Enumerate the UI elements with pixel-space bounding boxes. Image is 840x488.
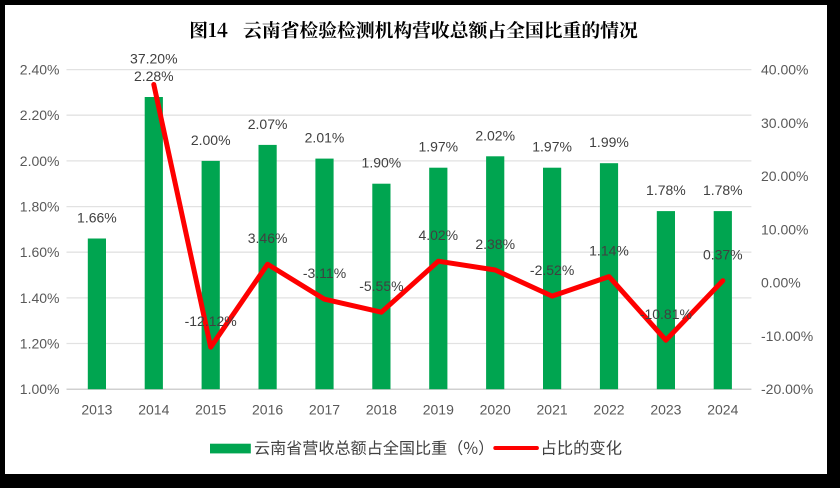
svg-text:2021: 2021 bbox=[537, 402, 568, 418]
svg-text:2.01%: 2.01% bbox=[305, 130, 345, 146]
svg-text:2.02%: 2.02% bbox=[475, 127, 515, 143]
svg-text:1.66%: 1.66% bbox=[77, 210, 117, 226]
svg-text:-5.55%: -5.55% bbox=[359, 278, 403, 294]
svg-text:2.20%: 2.20% bbox=[20, 107, 60, 123]
svg-text:-10.00%: -10.00% bbox=[761, 328, 813, 344]
svg-text:1.97%: 1.97% bbox=[418, 139, 458, 155]
svg-text:1.99%: 1.99% bbox=[589, 134, 629, 150]
svg-text:2016: 2016 bbox=[252, 402, 283, 418]
svg-text:2024: 2024 bbox=[707, 402, 738, 418]
svg-text:2014: 2014 bbox=[138, 402, 169, 418]
svg-text:2.00%: 2.00% bbox=[191, 132, 231, 148]
svg-text:40.00%: 40.00% bbox=[761, 62, 808, 78]
svg-text:1.97%: 1.97% bbox=[532, 139, 572, 155]
svg-text:2.28%: 2.28% bbox=[134, 68, 174, 84]
svg-text:1.90%: 1.90% bbox=[362, 155, 402, 171]
svg-text:1.14%: 1.14% bbox=[589, 243, 629, 259]
svg-text:2.40%: 2.40% bbox=[20, 62, 60, 78]
svg-text:1.60%: 1.60% bbox=[20, 244, 60, 260]
svg-text:1.80%: 1.80% bbox=[20, 199, 60, 215]
svg-text:0.37%: 0.37% bbox=[703, 247, 743, 263]
svg-text:30.00%: 30.00% bbox=[761, 115, 808, 131]
svg-text:-20.00%: -20.00% bbox=[761, 381, 813, 397]
svg-text:2020: 2020 bbox=[480, 402, 511, 418]
svg-text:2013: 2013 bbox=[81, 402, 112, 418]
svg-text:-2.52%: -2.52% bbox=[530, 262, 574, 278]
svg-text:2022: 2022 bbox=[593, 402, 624, 418]
svg-text:2.38%: 2.38% bbox=[475, 236, 515, 252]
svg-text:1.78%: 1.78% bbox=[646, 182, 686, 198]
svg-text:1.40%: 1.40% bbox=[20, 290, 60, 306]
svg-text:1.78%: 1.78% bbox=[703, 182, 743, 198]
svg-text:-10.81%: -10.81% bbox=[640, 306, 692, 322]
svg-text:4.02%: 4.02% bbox=[418, 227, 458, 243]
svg-text:3.46%: 3.46% bbox=[248, 230, 288, 246]
svg-text:2.00%: 2.00% bbox=[20, 153, 60, 169]
svg-text:1.00%: 1.00% bbox=[20, 381, 60, 397]
svg-text:-3.11%: -3.11% bbox=[303, 265, 346, 281]
svg-text:2018: 2018 bbox=[366, 402, 397, 418]
svg-text:2.07%: 2.07% bbox=[248, 116, 288, 132]
svg-text:2015: 2015 bbox=[195, 402, 226, 418]
svg-text:10.00%: 10.00% bbox=[761, 221, 808, 237]
svg-text:2019: 2019 bbox=[423, 402, 454, 418]
svg-text:-12.12%: -12.12% bbox=[185, 313, 237, 329]
svg-text:0.00%: 0.00% bbox=[761, 275, 801, 291]
svg-text:37.20%: 37.20% bbox=[130, 51, 177, 67]
svg-text:1.20%: 1.20% bbox=[20, 336, 60, 352]
svg-text:2017: 2017 bbox=[309, 402, 340, 418]
svg-text:2023: 2023 bbox=[650, 402, 681, 418]
svg-text:20.00%: 20.00% bbox=[761, 168, 808, 184]
